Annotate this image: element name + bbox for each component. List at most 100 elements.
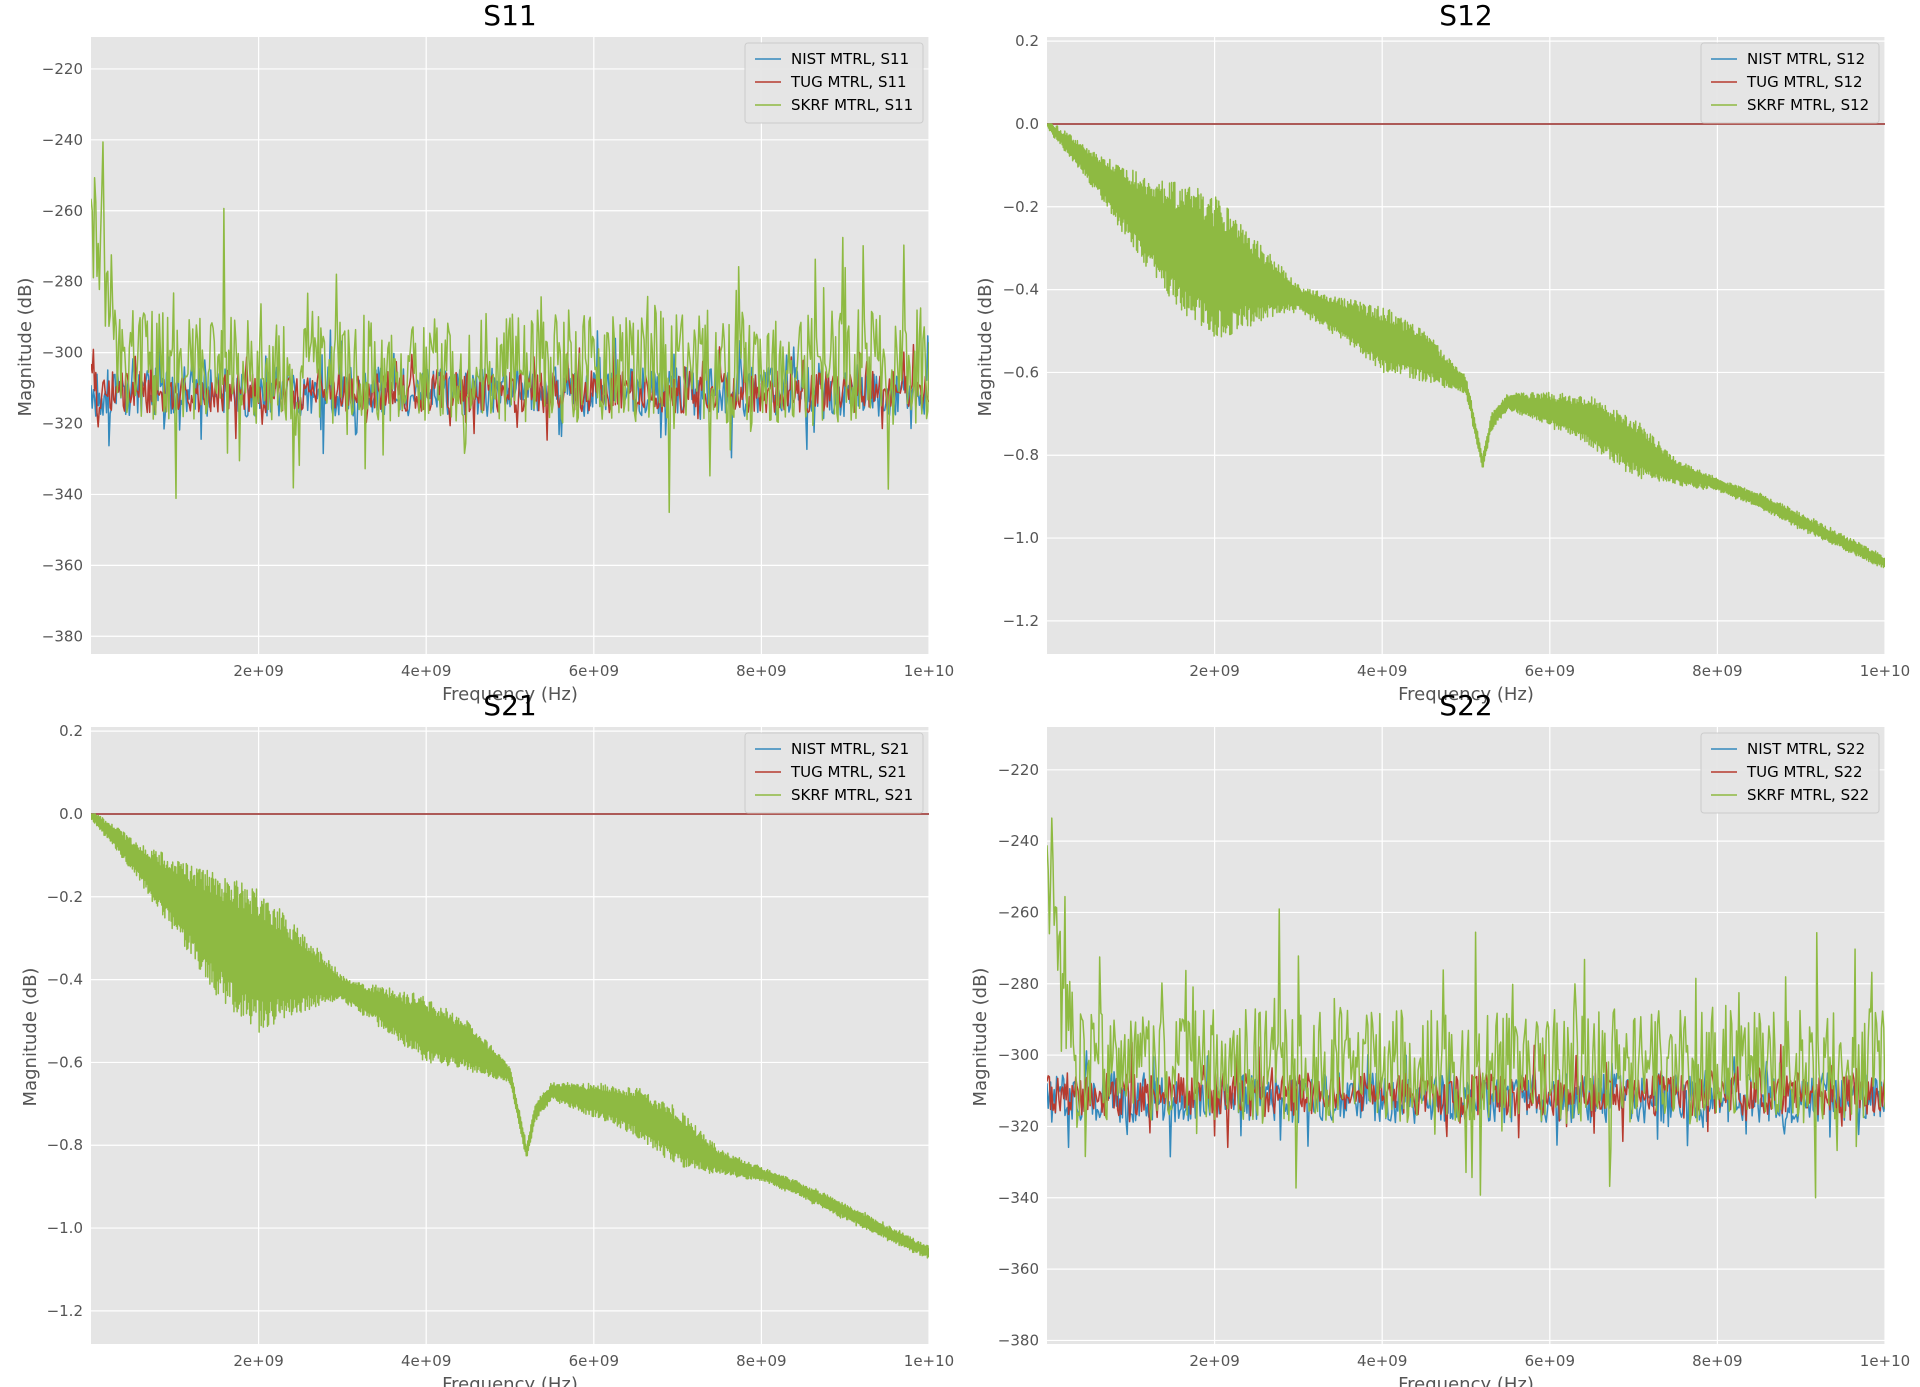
- legend: NIST MTRL, S22 TUG MTRL, S22 SKRF MTRL, S2…: [1700, 732, 1880, 814]
- legend-label: TUG MTRL, S22: [1746, 763, 1863, 781]
- y-tick-label: −0.6: [47, 1053, 83, 1071]
- legend-label: SKRF MTRL, S22: [1747, 786, 1869, 804]
- series-line-skrf-mtrl-s21: [91, 813, 929, 1259]
- chart-title: S22: [1439, 689, 1492, 722]
- y-tick-label: −220: [42, 60, 83, 78]
- y-axis-label: Magnitude (dB): [970, 968, 991, 1107]
- chart-s11: S11 Frequency (Hz) Magnitude (dB) 2e+09 4…: [15, 0, 954, 705]
- x-tick-label: 6e+09: [569, 1352, 619, 1370]
- y-tick-label: −280: [42, 273, 83, 291]
- legend-label: NIST MTRL, S11: [791, 50, 909, 68]
- legend-label: TUG MTRL, S12: [1746, 73, 1863, 91]
- y-tick-label: −0.8: [47, 1136, 83, 1154]
- legend-label: SKRF MTRL, S21: [791, 786, 913, 804]
- y-tick-label: −1.0: [1003, 529, 1039, 547]
- legend-box: [1700, 732, 1880, 814]
- x-tick-label: 2e+09: [233, 662, 283, 680]
- legend-label: TUG MTRL, S21: [790, 763, 907, 781]
- series-group: [91, 141, 929, 514]
- y-tick-label: 0.2: [1015, 32, 1039, 50]
- y-tick-label: −360: [42, 556, 83, 574]
- y-tick-label: −260: [42, 202, 83, 220]
- y-tick-label: −220: [998, 761, 1039, 779]
- x-axis-label: Frequency (Hz): [442, 684, 578, 705]
- y-axis-label: Magnitude (dB): [975, 278, 996, 417]
- chart-s22: S22 Frequency (Hz) Magnitude (dB) 2e+09 4…: [970, 689, 1910, 1387]
- legend-box: [744, 42, 924, 124]
- x-tick-label: 8e+09: [1692, 662, 1742, 680]
- chart-title: S12: [1439, 0, 1492, 32]
- y-tick-label: −0.6: [1003, 363, 1039, 381]
- x-tick-label: 4e+09: [401, 662, 451, 680]
- y-tick-label: −300: [42, 344, 83, 362]
- x-tick-label: 2e+09: [1189, 662, 1239, 680]
- series-group: [1047, 817, 1885, 1199]
- y-tick-label: −380: [998, 1331, 1039, 1349]
- y-tick-label: −0.4: [47, 971, 83, 989]
- x-tick-label: 8e+09: [1692, 1352, 1742, 1370]
- legend-label: SKRF MTRL, S12: [1747, 96, 1869, 114]
- y-tick-label: −340: [42, 485, 83, 503]
- x-tick-label: 6e+09: [569, 662, 619, 680]
- y-tick-label: −320: [998, 1117, 1039, 1135]
- y-tick-label: −340: [998, 1189, 1039, 1207]
- y-tick-label: −240: [42, 131, 83, 149]
- y-tick-label: −280: [998, 975, 1039, 993]
- legend-label: NIST MTRL, S21: [791, 740, 909, 758]
- series-line-tug-mtrl-s11: [91, 341, 929, 441]
- y-tick-label: −0.8: [1003, 446, 1039, 464]
- y-tick-label: −300: [998, 1046, 1039, 1064]
- plot-area: [1047, 37, 1885, 654]
- y-tick-label: −320: [42, 415, 83, 433]
- x-tick-label: 8e+09: [736, 662, 786, 680]
- x-tick-label: 1e+10: [1860, 662, 1910, 680]
- x-tick-label: 8e+09: [736, 1352, 786, 1370]
- y-tick-label: −0.2: [1003, 198, 1039, 216]
- y-tick-label: 0.2: [59, 722, 83, 740]
- y-tick-label: −0.4: [1003, 281, 1039, 299]
- x-tick-label: 6e+09: [1525, 1352, 1575, 1370]
- x-tick-label: 4e+09: [1357, 662, 1407, 680]
- chart-title: S11: [483, 0, 536, 32]
- y-tick-label: −0.2: [47, 888, 83, 906]
- legend: NIST MTRL, S12 TUG MTRL, S12 SKRF MTRL, S1…: [1700, 42, 1880, 124]
- x-tick-label: 2e+09: [1189, 1352, 1239, 1370]
- x-axis-label: Frequency (Hz): [442, 1374, 578, 1387]
- chart-title: S21: [483, 689, 536, 722]
- x-tick-label: 1e+10: [1860, 1352, 1910, 1370]
- chart-s21: S21 Frequency (Hz) Magnitude (dB) 2e+09 4…: [20, 689, 954, 1387]
- grid: [1047, 727, 1886, 1344]
- series-line-skrf-mtrl-s22: [1047, 817, 1885, 1199]
- y-tick-label: −1.2: [47, 1302, 83, 1320]
- plot-area: [91, 727, 929, 1344]
- y-tick-label: −1.0: [47, 1219, 83, 1237]
- y-tick-label: −240: [998, 832, 1039, 850]
- y-tick-label: −380: [42, 627, 83, 645]
- legend-label: NIST MTRL, S12: [1747, 50, 1865, 68]
- x-tick-label: 2e+09: [233, 1352, 283, 1370]
- y-tick-label: −360: [998, 1260, 1039, 1278]
- y-axis-label: Magnitude (dB): [20, 968, 41, 1107]
- series-group: [91, 813, 929, 1259]
- legend-label: SKRF MTRL, S11: [791, 96, 913, 114]
- series-line-skrf-mtrl-s11: [91, 141, 929, 514]
- series-group: [1047, 123, 1885, 569]
- series-line-skrf-mtrl-s12: [1047, 123, 1885, 569]
- x-tick-label: 4e+09: [1357, 1352, 1407, 1370]
- legend: NIST MTRL, S11 TUG MTRL, S11 SKRF MTRL, S1…: [744, 42, 924, 124]
- x-axis-label: Frequency (Hz): [1398, 684, 1534, 705]
- x-tick-label: 6e+09: [1525, 662, 1575, 680]
- legend: NIST MTRL, S21 TUG MTRL, S21 SKRF MTRL, S2…: [744, 732, 924, 814]
- y-tick-label: −260: [998, 903, 1039, 921]
- x-tick-label: 1e+10: [904, 662, 954, 680]
- y-axis-label: Magnitude (dB): [15, 278, 36, 417]
- y-tick-label: 0.0: [59, 805, 83, 823]
- y-tick-label: 0.0: [1015, 115, 1039, 133]
- legend-box: [1700, 42, 1880, 124]
- x-axis-label: Frequency (Hz): [1398, 1374, 1534, 1387]
- legend-label: NIST MTRL, S22: [1747, 740, 1865, 758]
- y-tick-label: −1.2: [1003, 612, 1039, 630]
- x-tick-label: 4e+09: [401, 1352, 451, 1370]
- chart-s12: S12 Frequency (Hz) Magnitude (dB) 2e+09 4…: [975, 0, 1910, 705]
